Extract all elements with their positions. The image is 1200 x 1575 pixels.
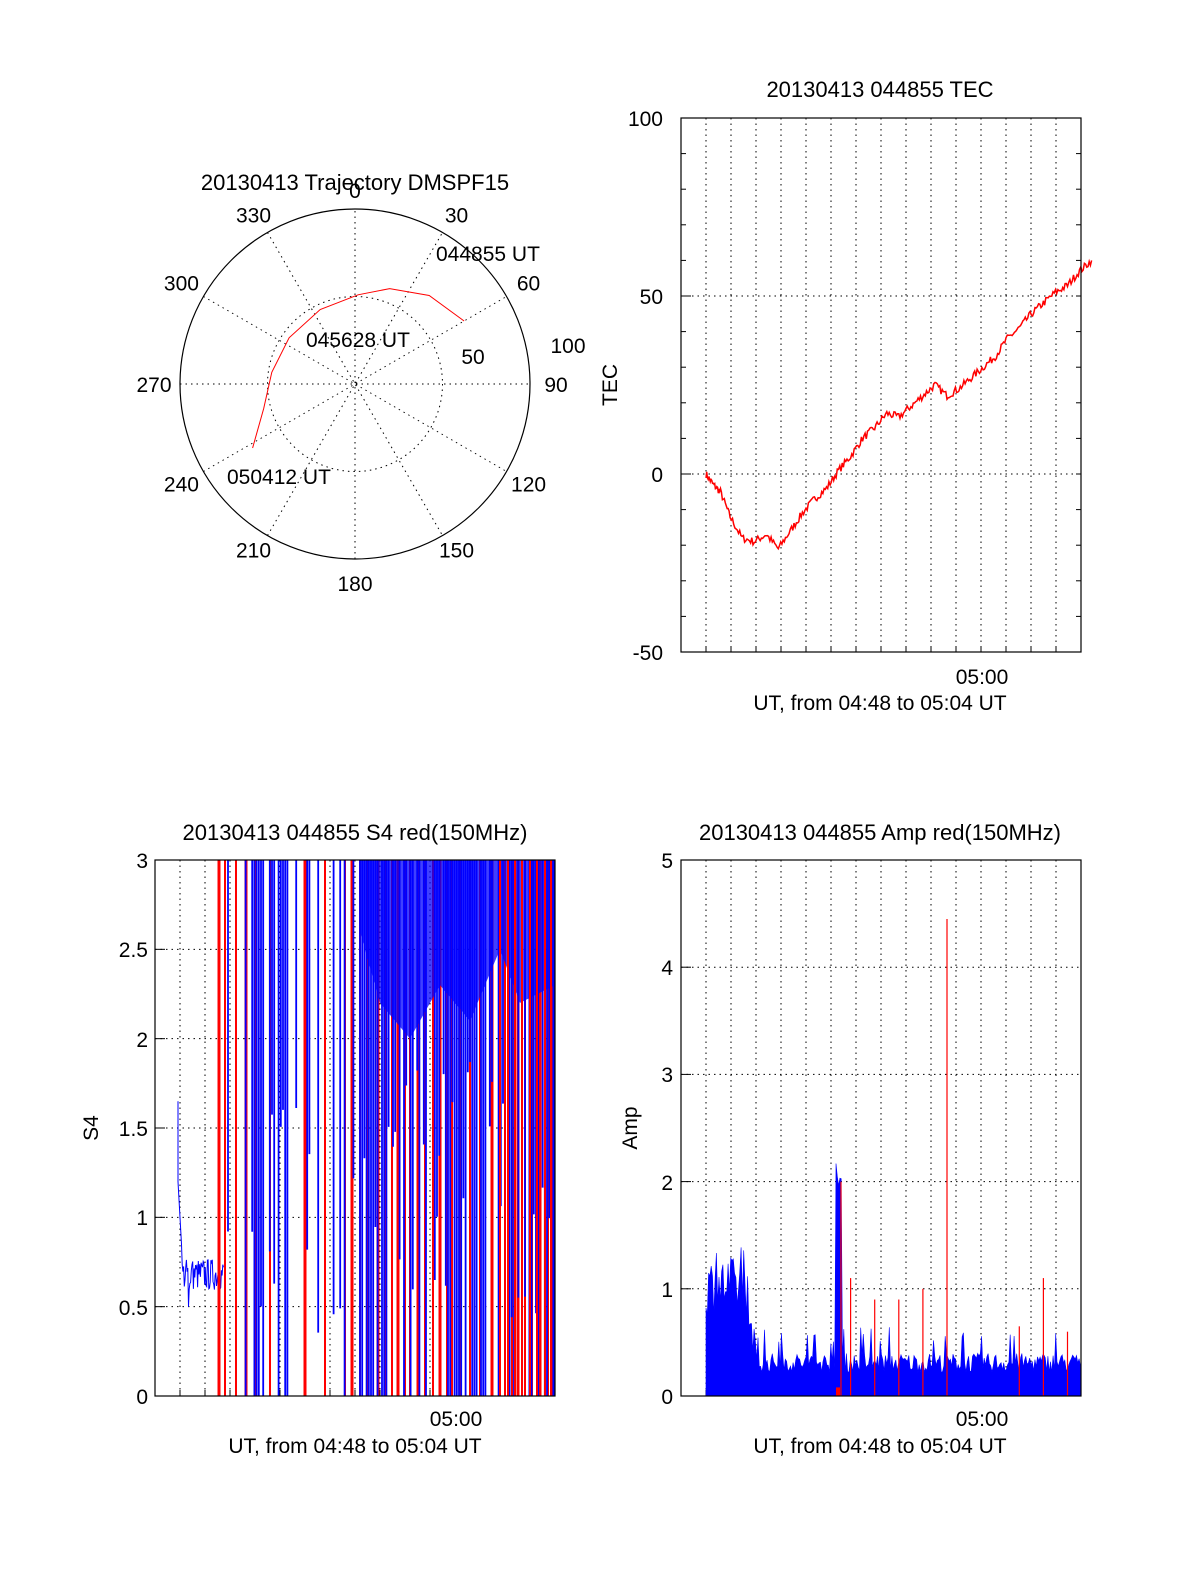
- tec-grid: [681, 117, 1081, 653]
- s4-series: [177, 860, 555, 1396]
- s4-ytick-3: 3: [136, 850, 148, 873]
- s4-plot: 20130413 044855 S4 red(150MHz) 3 2.5 2 1…: [80, 820, 556, 1458]
- amp-series: [705, 918, 1082, 1397]
- tec-title: 20130413 044855 TEC: [766, 77, 993, 102]
- trajectory-start-label: 044855 UT: [436, 243, 540, 266]
- polar-angle-label-0: 0: [349, 180, 361, 203]
- polar-spoke-120: [203, 296, 507, 472]
- amp-red-base: [836, 1387, 840, 1396]
- s4-xtick-0500: 05:00: [430, 1408, 483, 1431]
- trajectory-plot: 20130413 Trajectory DMSPF15 0 30 60 90 120 15…: [136, 170, 585, 596]
- polar-angle-label-240: 240: [164, 474, 199, 497]
- polar-angle-label-150: 150: [439, 540, 474, 563]
- amp-frame: [680, 859, 1082, 1397]
- trajectory-mid-label: 045628 UT: [306, 329, 410, 352]
- polar-angle-labels: 0 30 60 90 120 150 180 210 240 270 300 330: [136, 180, 567, 596]
- tec-xlabel: UT, from 04:48 to 05:04 UT: [753, 692, 1006, 715]
- s4-ytick-0-5: 0.5: [119, 1297, 148, 1320]
- polar-grid-circle-50: [267, 296, 443, 472]
- amp-ytick-0: 0: [661, 1386, 673, 1409]
- s4-ytick-2-5: 2.5: [119, 939, 148, 962]
- tec-plot: 20130413 044855 TEC 100 50 0 -50 05:00 U…: [599, 77, 1093, 715]
- amp-title: 20130413 044855 Amp red(150MHz): [699, 820, 1061, 845]
- amp-xlabel: UT, from 04:48 to 05:04 UT: [753, 1435, 1006, 1458]
- tec-ytick-100: 100: [628, 108, 663, 131]
- amp-xtick-0500: 05:00: [956, 1408, 1009, 1431]
- polar-angle-label-120: 120: [511, 474, 546, 497]
- tec-ytick-50: 50: [640, 286, 663, 309]
- tec-ytick-0: 0: [651, 464, 663, 487]
- amp-grid: [681, 859, 1081, 1397]
- polar-outer-circle: [179, 208, 531, 560]
- s4-ytick-0: 0: [136, 1386, 148, 1409]
- amp-blue-fill: [705, 1163, 1082, 1397]
- polar-grid: [180, 209, 530, 559]
- tec-xtick-0500: 05:00: [956, 666, 1009, 689]
- amp-ytick-3: 3: [661, 1064, 673, 1087]
- radius-label-inner: 50: [461, 346, 484, 369]
- tec-ylabel: TEC: [599, 364, 622, 406]
- polar-angle-label-30: 30: [445, 204, 468, 227]
- amp-plot: 20130413 044855 Amp red(150MHz) 5 4 3 2 …: [619, 820, 1082, 1458]
- polar-angle-label-210: 210: [236, 540, 271, 563]
- tec-ytick-minus50: -50: [633, 642, 663, 665]
- s4-ytick-2: 2: [136, 1029, 148, 1052]
- polar-angle-label-60: 60: [517, 273, 540, 296]
- polar-spoke-60: [203, 296, 507, 472]
- polar-spoke-30: [267, 232, 443, 536]
- s4-title: 20130413 044855 S4 red(150MHz): [183, 820, 528, 845]
- radius-label-outer: 100: [550, 335, 585, 358]
- s4-blue-mass: [360, 860, 555, 1039]
- polar-angle-label-330: 330: [236, 204, 271, 227]
- s4-frame: [154, 859, 556, 1397]
- s4-ylabel: S4: [80, 1115, 103, 1141]
- polar-angle-label-90: 90: [544, 374, 567, 397]
- trajectory-line: [252, 288, 465, 449]
- amp-ytick-1: 1: [661, 1279, 673, 1302]
- polar-angle-label-180: 180: [337, 573, 372, 596]
- amp-ytick-5: 5: [661, 850, 673, 873]
- trajectory-title: 20130413 Trajectory DMSPF15: [201, 170, 509, 195]
- s4-xlabel: UT, from 04:48 to 05:04 UT: [228, 1435, 481, 1458]
- amp-ytick-4: 4: [661, 957, 673, 980]
- tec-frame: [680, 117, 1082, 653]
- polar-spoke-150: [267, 232, 443, 536]
- tec-series-line: [705, 258, 1093, 551]
- polar-angle-label-270: 270: [136, 374, 171, 397]
- amp-ytick-2: 2: [661, 1172, 673, 1195]
- s4-ytick-1-5: 1.5: [119, 1118, 148, 1141]
- trajectory-end-label: 050412 UT: [227, 466, 331, 489]
- amp-ylabel: Amp: [619, 1106, 642, 1149]
- s4-ytick-1: 1: [136, 1207, 148, 1230]
- polar-angle-label-300: 300: [164, 273, 199, 296]
- s4-blue-trace: [177, 1101, 224, 1307]
